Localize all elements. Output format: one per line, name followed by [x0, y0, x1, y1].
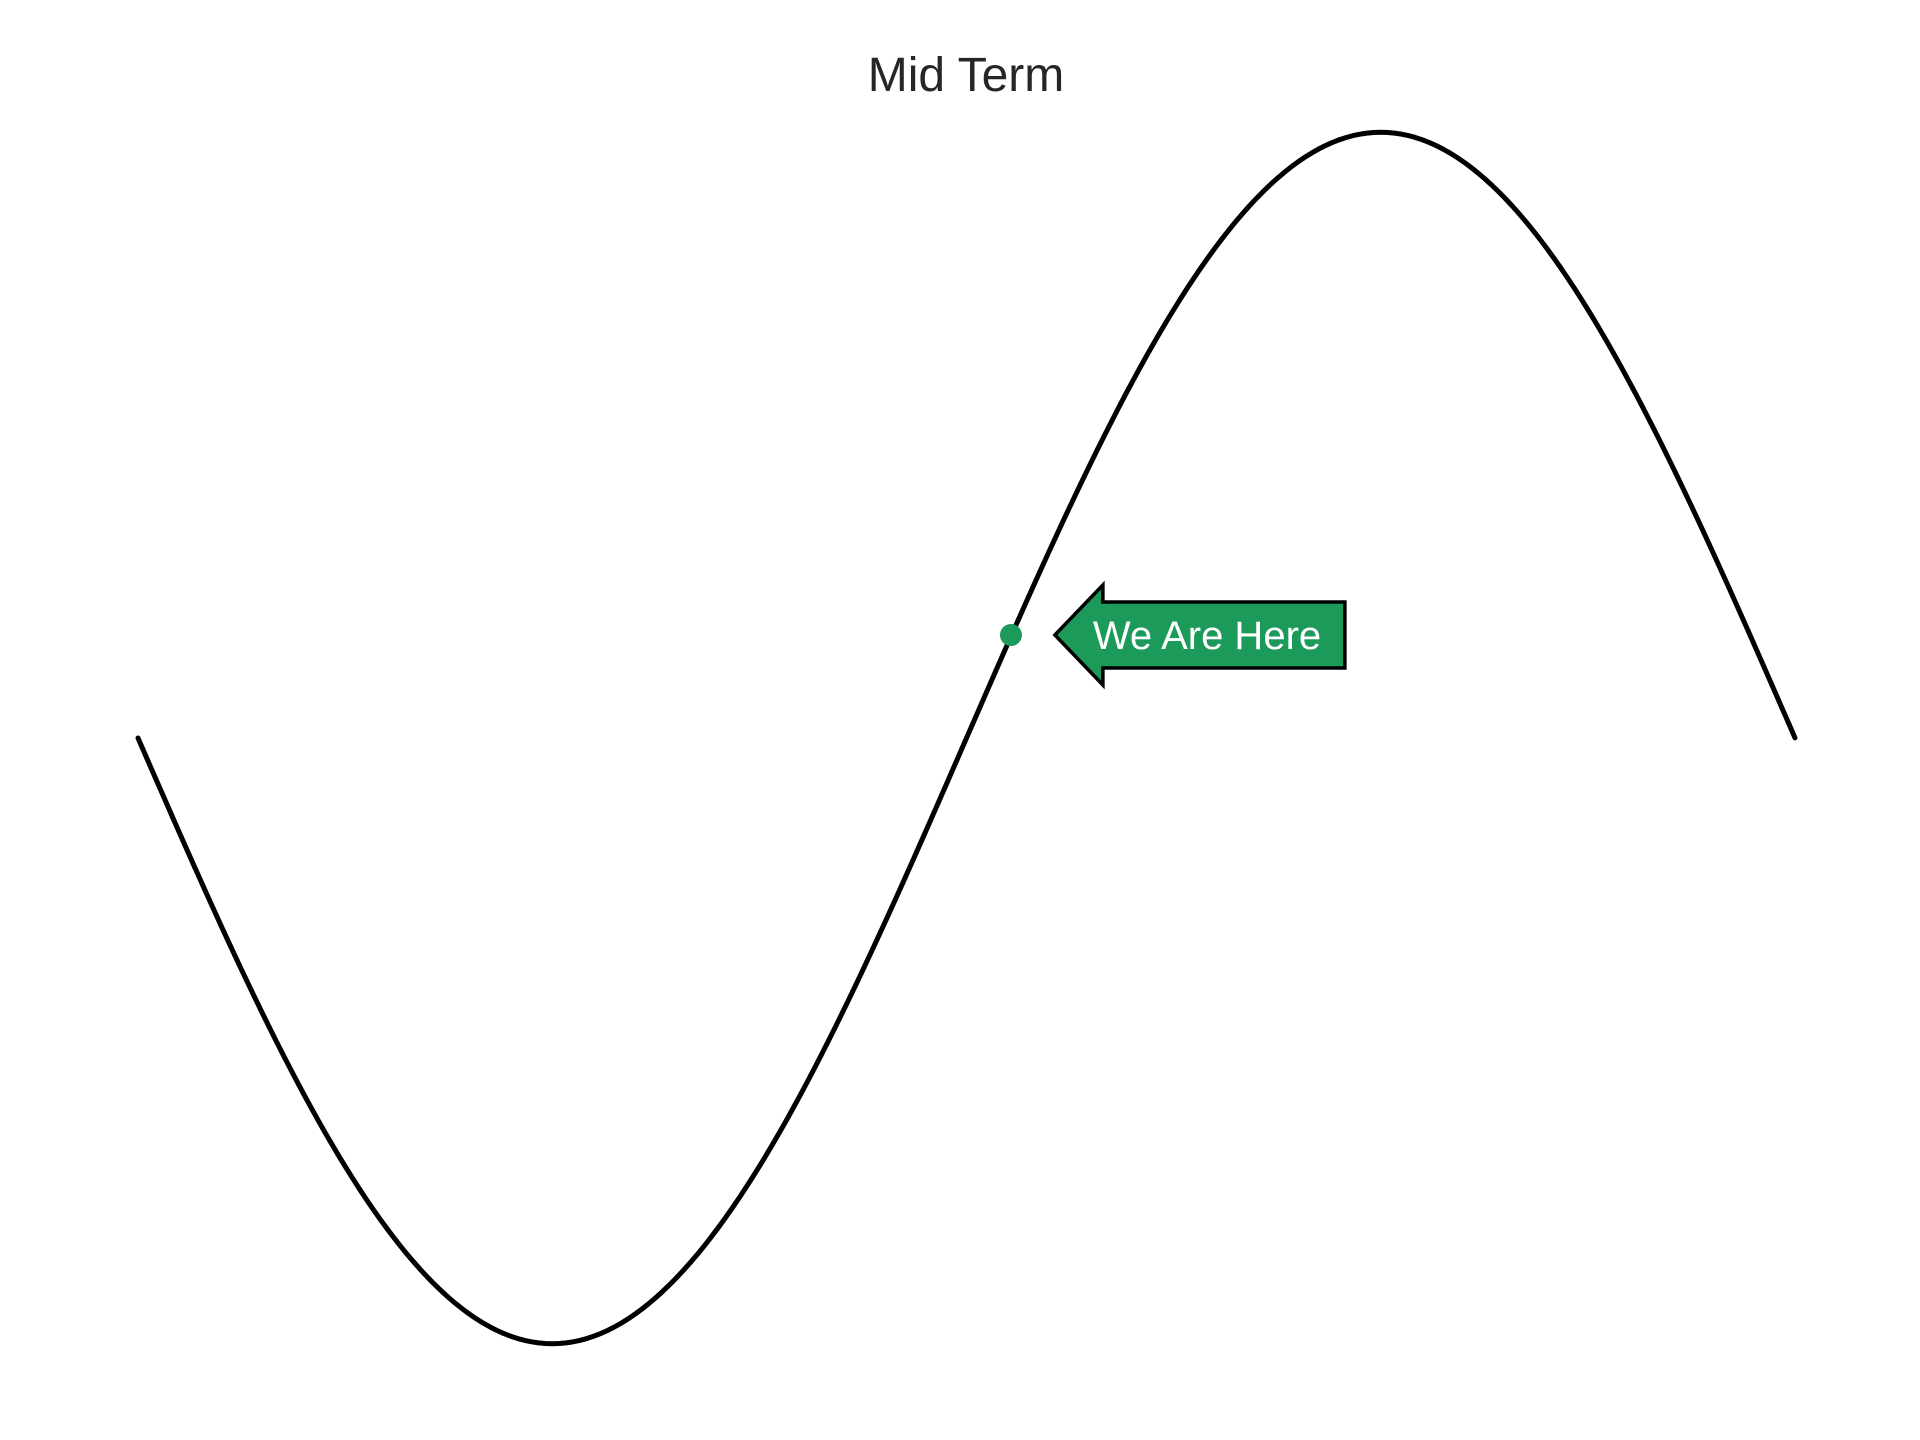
annotation-label: We Are Here [1093, 614, 1321, 658]
annotation-marker [999, 624, 1022, 647]
chart-title: Mid Term [868, 49, 1064, 102]
series-line-0 [135, 129, 1798, 1347]
plot-area: We Are Here [135, 129, 1798, 1347]
annotation-arrow-box [1052, 580, 1347, 690]
